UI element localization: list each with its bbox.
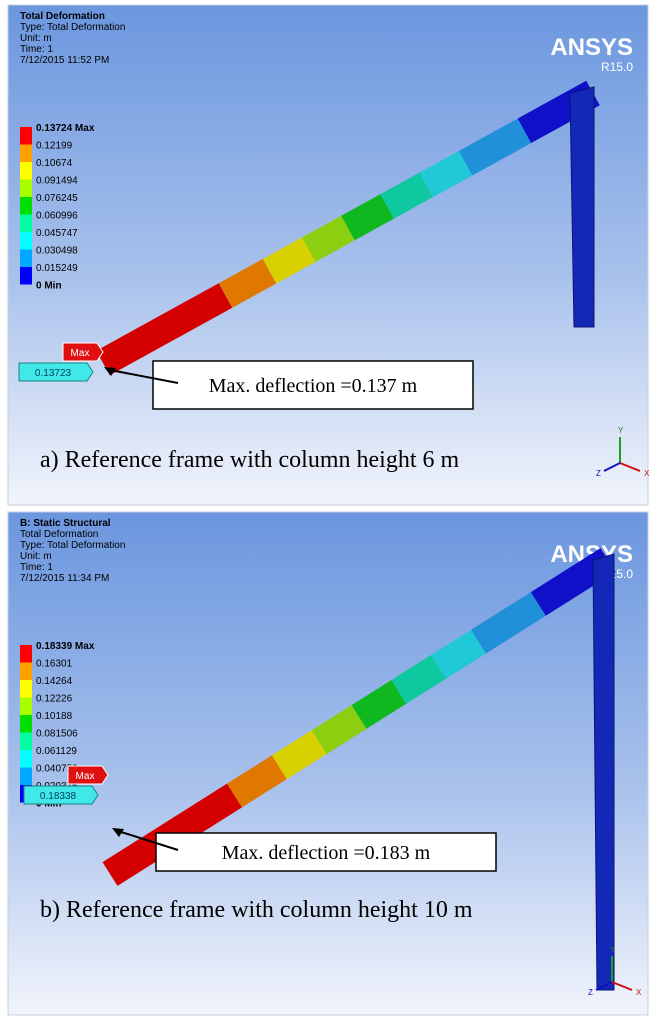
legend-band: [20, 663, 32, 681]
triad-label: Y: [610, 945, 616, 954]
max-value: 0.13723: [35, 368, 72, 379]
legend-label: 0.18339 Max: [36, 641, 95, 652]
version: R15.0: [601, 60, 633, 74]
legend-label: 0.12199: [36, 141, 73, 152]
triad-label: X: [636, 988, 642, 997]
header-line: 7/12/2015 11:34 PM: [20, 573, 109, 584]
triad-label: Y: [618, 426, 624, 435]
legend-band: [20, 768, 32, 786]
header-line: B: Static Structural: [20, 518, 111, 529]
legend-band: [20, 698, 32, 716]
legend-band: [20, 267, 32, 285]
legend-label: 0.13724 Max: [36, 123, 95, 134]
legend-label: 0.12226: [36, 694, 73, 705]
annotation: Max. deflection =0.183 m: [222, 842, 431, 864]
column: [570, 87, 594, 327]
legend-band: [20, 250, 32, 268]
legend-label: 0.10674: [36, 158, 73, 169]
legend-band: [20, 645, 32, 663]
header-line: 7/12/2015 11:52 PM: [20, 55, 109, 66]
header-line: Total Deformation: [20, 529, 98, 540]
legend-band: [20, 750, 32, 768]
caption: b) Reference frame with column height 10…: [40, 897, 473, 923]
triad-label: X: [644, 469, 650, 478]
legend-band: [20, 197, 32, 215]
legend-label: 0.061129: [36, 746, 77, 757]
legend-label: 0.081506: [36, 729, 78, 740]
legend-band: [20, 715, 32, 733]
legend-label: 0 Min: [36, 281, 62, 292]
legend-label: 0.076245: [36, 193, 78, 204]
figure: Total DeformationType: Total Deformation…: [0, 0, 656, 1022]
legend-label: 0.14264: [36, 676, 73, 687]
annotation: Max. deflection =0.137 m: [209, 375, 418, 397]
header-line: Unit: m: [20, 551, 52, 562]
legend-band: [20, 162, 32, 180]
header-line: Type: Total Deformation: [20, 540, 125, 551]
legend-band: [20, 180, 32, 198]
legend-label: 0.10188: [36, 711, 73, 722]
header-line: Time: 1: [20, 44, 53, 55]
column: [593, 554, 614, 990]
legend-band: [20, 680, 32, 698]
legend-band: [20, 733, 32, 751]
logo: ANSYS: [550, 34, 633, 61]
header-line: Unit: m: [20, 33, 52, 44]
legend-label: 0.060996: [36, 211, 78, 222]
max-tag: Max: [76, 771, 95, 782]
triad-label: Z: [588, 988, 593, 997]
caption: a) Reference frame with column height 6 …: [40, 447, 460, 473]
triad-label: Z: [596, 469, 601, 478]
legend-band: [20, 127, 32, 145]
header-line: Time: 1: [20, 562, 53, 573]
legend-band: [20, 215, 32, 233]
legend-label: 0.015249: [36, 263, 78, 274]
legend-band: [20, 232, 32, 250]
max-tag: Max: [71, 348, 90, 359]
header-line: Total Deformation: [20, 11, 105, 22]
legend-label: 0.045747: [36, 228, 78, 239]
legend-band: [20, 145, 32, 163]
legend-label: 0.030498: [36, 246, 78, 257]
legend-label: 0.16301: [36, 659, 73, 670]
max-value: 0.18338: [40, 791, 77, 802]
header-line: Type: Total Deformation: [20, 22, 125, 33]
legend-label: 0.091494: [36, 176, 78, 187]
